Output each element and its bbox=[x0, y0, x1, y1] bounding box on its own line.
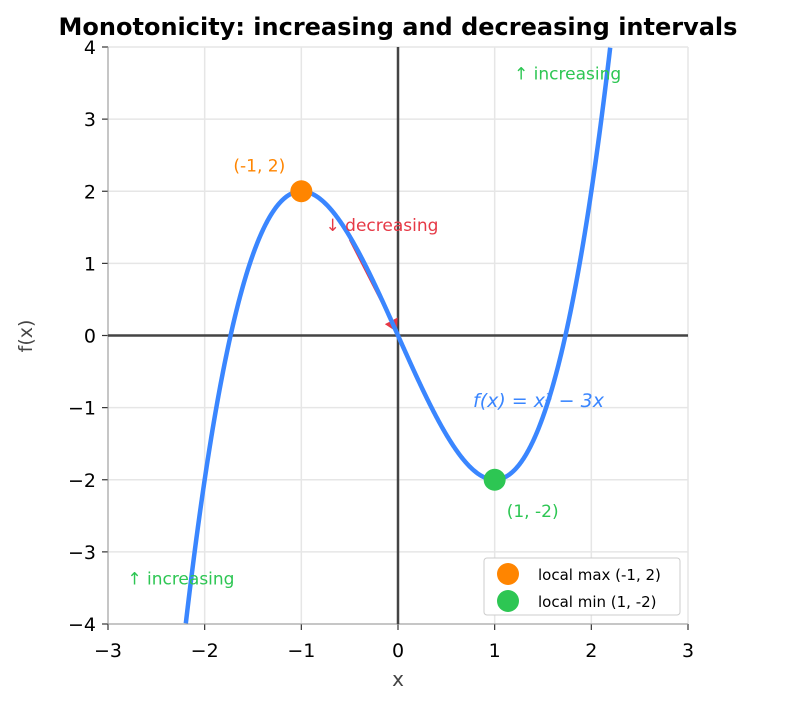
y-tick-label: 4 bbox=[84, 37, 96, 59]
local-min-point bbox=[483, 468, 506, 491]
x-tick-label: −2 bbox=[191, 640, 219, 662]
local-max-point bbox=[290, 180, 313, 203]
increasing-annotation: ↑ increasing bbox=[514, 64, 621, 84]
x-tick-label: 2 bbox=[585, 640, 597, 662]
y-tick-label: 0 bbox=[84, 326, 96, 348]
chart-title: Monotonicity: increasing and decreasing … bbox=[59, 13, 738, 41]
y-tick-label: −3 bbox=[68, 542, 96, 564]
legend-marker bbox=[497, 563, 519, 585]
y-axis-label: f(x) bbox=[15, 320, 37, 353]
legend-box bbox=[483, 557, 681, 616]
legend-entry: local min (1, -2) bbox=[538, 593, 657, 611]
x-tick-label: −1 bbox=[287, 640, 315, 662]
decreasing-annotation: ↓ decreasing bbox=[326, 216, 439, 236]
x-tick-label: −3 bbox=[94, 640, 122, 662]
y-tick-label: 3 bbox=[84, 109, 96, 131]
legend: local max (-1, 2) local min (1, -2) bbox=[483, 557, 681, 616]
increasing-annotation: ↑ increasing bbox=[127, 569, 234, 589]
legend-entry: local max (-1, 2) bbox=[538, 566, 661, 584]
y-tick-label: 1 bbox=[84, 253, 96, 275]
function-label: f(x) = x³ − 3x bbox=[473, 390, 605, 412]
function-curve bbox=[183, 47, 613, 624]
legend-marker bbox=[497, 590, 519, 612]
x-tick-label: 3 bbox=[682, 640, 694, 662]
x-axis-label: x bbox=[392, 667, 404, 691]
y-tick-label: −4 bbox=[68, 614, 96, 636]
marks: (-1, 2) (1, -2) ↑ increasing ↑ increasing ↓ … bbox=[127, 47, 621, 624]
y-tick-label: 2 bbox=[84, 181, 96, 203]
y-tick-label: −1 bbox=[68, 398, 96, 420]
x-tick-label: 0 bbox=[392, 640, 404, 662]
local-min-label: (1, -2) bbox=[507, 502, 559, 522]
local-max-label: (-1, 2) bbox=[233, 156, 285, 176]
y-tick-label: −2 bbox=[68, 470, 96, 492]
x-tick-label: 1 bbox=[489, 640, 501, 662]
